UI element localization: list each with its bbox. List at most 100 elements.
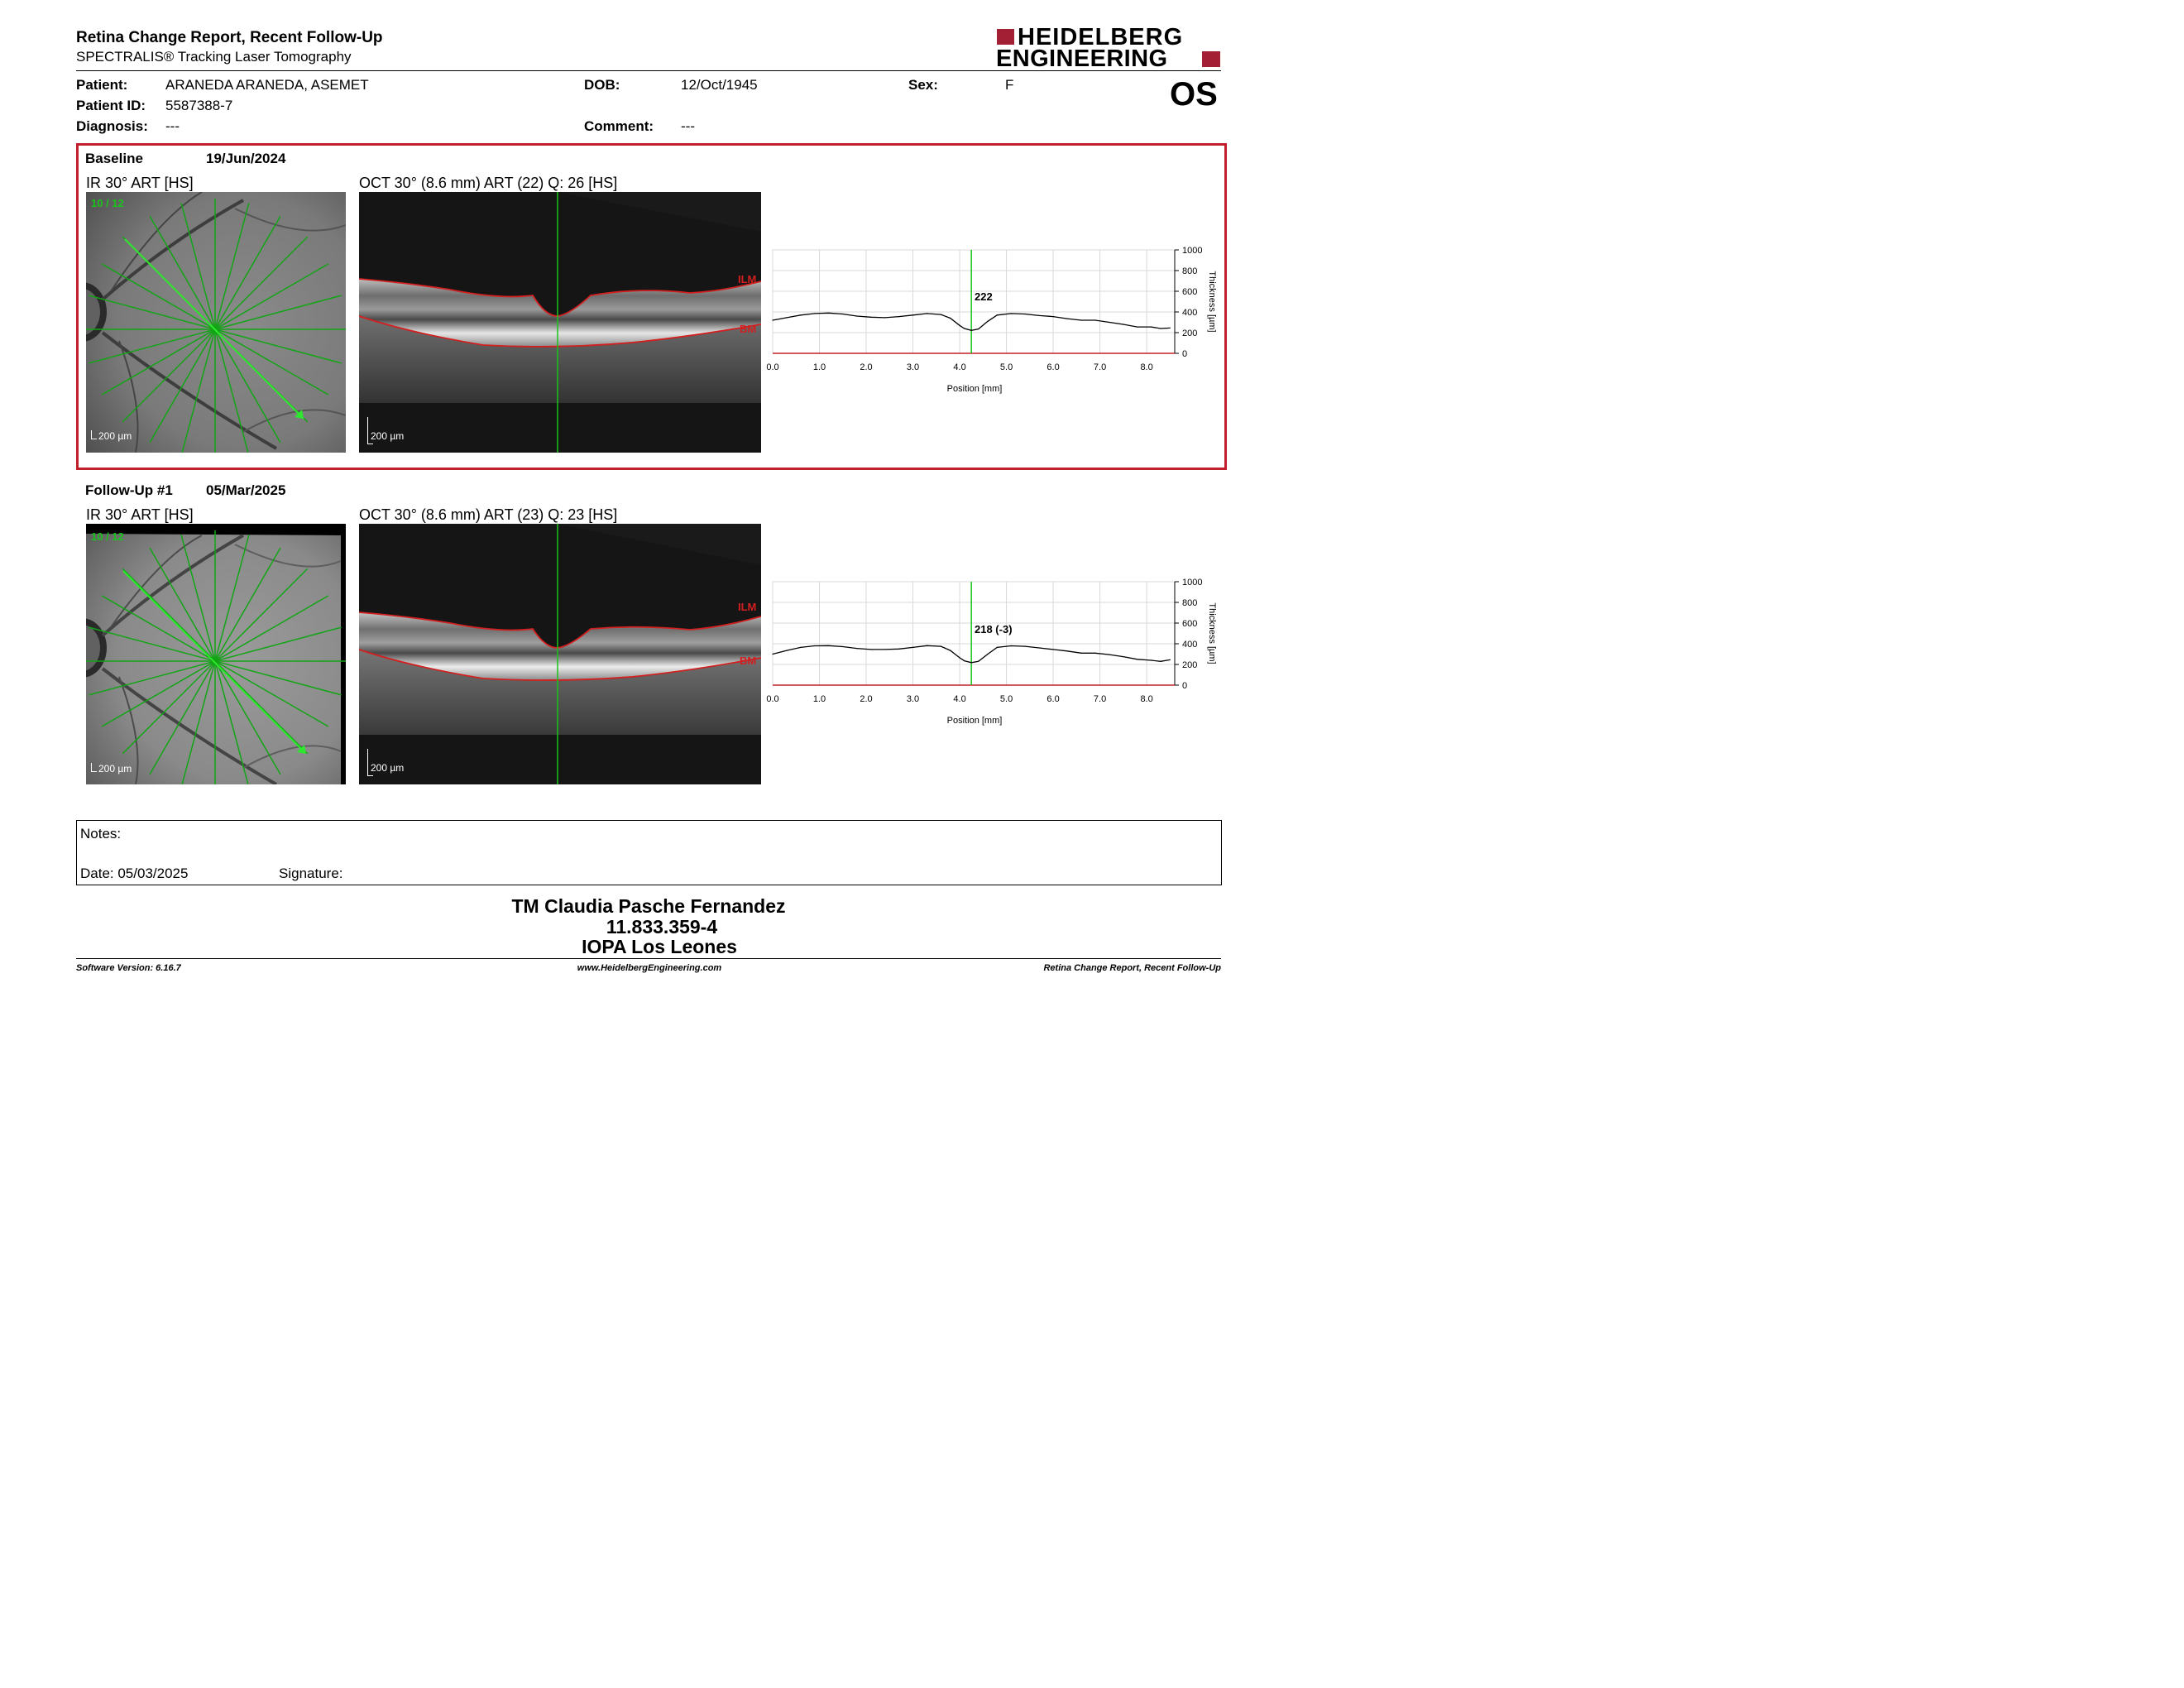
thickness-point — [1094, 652, 1096, 654]
followup-ir-fundus-image[interactable]: 10 / 12 200 µm — [86, 524, 346, 784]
followup-oct-layers — [359, 524, 761, 784]
thickness-point — [828, 645, 830, 646]
thickness-point — [870, 649, 872, 650]
thickness-point — [1169, 659, 1171, 660]
x-axis-label: Position [mm] — [947, 384, 1003, 394]
thickness-point — [970, 662, 972, 664]
baseline-ilm-label: ILM — [738, 273, 757, 285]
logo-text-line1: HEIDELBERG — [1018, 24, 1184, 50]
followup-ir-scan-pattern — [86, 530, 346, 784]
signatory-institution: IOPA Los Leones — [582, 936, 737, 957]
x-tick-label: 7.0 — [1094, 694, 1106, 704]
thickness-point — [978, 660, 979, 662]
thickness-point — [996, 314, 998, 316]
baseline-ir-scale-label: 200 µm — [98, 430, 132, 442]
baseline-label: Baseline — [85, 151, 143, 166]
followup-bm-label: BM — [740, 655, 757, 667]
thickness-point — [856, 315, 858, 317]
thickness-point — [1038, 647, 1040, 649]
signature-label: Signature: — [279, 866, 343, 881]
x-tick-label: 8.0 — [1140, 694, 1152, 704]
thickness-point — [964, 660, 965, 662]
x-tick-label: 2.0 — [860, 362, 872, 372]
thickness-point — [856, 648, 858, 650]
baseline-cursor-value: 222 — [975, 290, 993, 303]
diagnosis-label: Diagnosis: — [76, 118, 148, 134]
thickness-point — [1080, 652, 1082, 654]
logo-square-top — [997, 29, 1014, 45]
thickness-point — [950, 650, 951, 651]
dob-value: 12/Oct/1945 — [681, 77, 758, 93]
baseline-ir-scale-bar — [91, 430, 97, 439]
baseline-highlight-frame — [76, 143, 1227, 470]
baseline-ir-counter: 10 / 12 — [91, 197, 124, 209]
footer-divider — [76, 958, 1221, 959]
baseline-oct-bscan-image[interactable]: ILM BM 200 µm — [359, 192, 761, 453]
thickness-point — [1052, 649, 1054, 650]
baseline-date: 19/Jun/2024 — [206, 151, 286, 166]
thickness-point — [786, 650, 788, 651]
thickness-point — [1137, 326, 1138, 328]
thickness-point — [1151, 326, 1152, 328]
report-title: Retina Change Report, Recent Follow-Up — [76, 29, 383, 46]
thickness-point — [987, 653, 989, 655]
baseline-oct-title: OCT 30° (8.6 mm) ART (22) Q: 26 [HS] — [359, 175, 618, 191]
thickness-point — [800, 646, 802, 648]
x-tick-label: 2.0 — [860, 694, 872, 704]
y-tick-label: 800 — [1182, 598, 1197, 608]
baseline-oct-layers — [359, 192, 761, 453]
followup-label: Follow-Up #1 — [85, 482, 173, 498]
baseline-bm-label: BM — [740, 323, 757, 335]
thickness-point — [814, 645, 816, 647]
y-tick-label: 1000 — [1182, 246, 1202, 256]
x-tick-label: 7.0 — [1094, 362, 1106, 372]
y-tick-label: 0 — [1182, 349, 1187, 359]
thickness-point — [800, 314, 802, 316]
notes-label: Notes: — [80, 826, 122, 842]
plot-area — [772, 249, 1176, 354]
thickness-point — [1038, 314, 1040, 316]
x-tick-label: 3.0 — [907, 362, 919, 372]
x-tick-label: 1.0 — [813, 362, 826, 372]
followup-oct-scale-label: 200 µm — [371, 762, 405, 774]
x-tick-label: 0.0 — [766, 694, 778, 704]
notes-box[interactable] — [76, 820, 1222, 885]
diagnosis-value: --- — [165, 118, 180, 134]
followup-ir-title: IR 30° ART [HS] — [86, 506, 194, 523]
followup-date: 05/Mar/2025 — [206, 482, 286, 498]
baseline-oct-scale-bar — [367, 417, 373, 444]
y-tick-label: 400 — [1182, 640, 1197, 650]
baseline-ir-title: IR 30° ART [HS] — [86, 175, 194, 191]
x-tick-label: 8.0 — [1140, 362, 1152, 372]
followup-oct-bscan-image[interactable]: ILM BM 200 µm — [359, 524, 761, 784]
y-tick-label: 600 — [1182, 287, 1197, 297]
thickness-point — [959, 657, 960, 659]
y-tick-label: 200 — [1182, 660, 1197, 670]
sex-value: F — [1005, 77, 1014, 93]
thickness-point — [970, 329, 972, 331]
thickness-point — [842, 645, 844, 648]
x-tick-label: 4.0 — [953, 362, 965, 372]
baseline-ir-fundus-image[interactable]: 10 / 12 200 µm — [86, 192, 346, 453]
signatory-id: 11.833.359-4 — [606, 916, 718, 938]
followup-ir-scale-label: 200 µm — [98, 763, 132, 774]
report-page: { "header": { "title": "Retina Change Re… — [0, 0, 1285, 996]
thickness-point — [786, 317, 788, 319]
x-tick-label: 5.0 — [1000, 362, 1013, 372]
thickness-point — [996, 646, 998, 648]
x-tick-label: 5.0 — [1000, 694, 1013, 704]
thickness-point — [912, 646, 914, 648]
thickness-point — [978, 328, 979, 330]
thickness-point — [987, 320, 989, 322]
y-tick-label: 400 — [1182, 308, 1197, 318]
website-link[interactable]: www.HeidelbergEngineering.com — [577, 963, 722, 973]
followup-oct-title: OCT 30° (8.6 mm) ART (23) Q: 23 [HS] — [359, 506, 618, 523]
followup-ir-scale-bar — [91, 763, 97, 772]
logo-square-bottom — [1202, 51, 1220, 67]
dob-label: DOB: — [584, 77, 620, 93]
thickness-point — [884, 649, 886, 650]
sex-label: Sex: — [908, 77, 938, 93]
software-version: Software Version: 6.16.7 — [76, 963, 181, 973]
followup-ir-counter: 10 / 12 — [91, 530, 124, 543]
logo-text-line2: ENGINEERING — [996, 46, 1168, 72]
